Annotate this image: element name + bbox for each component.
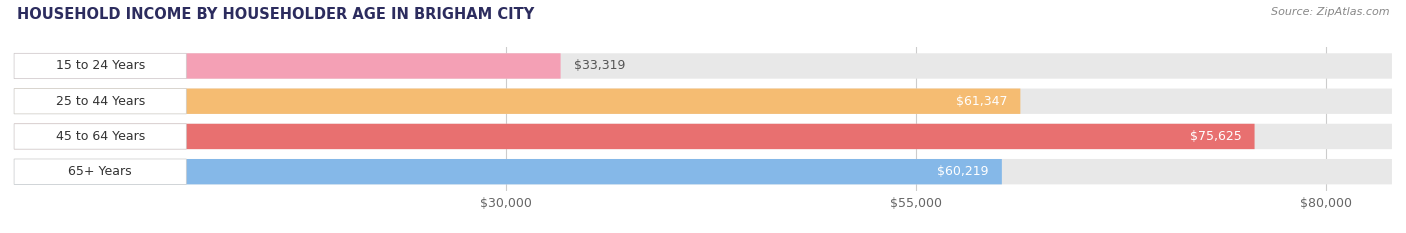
FancyBboxPatch shape	[14, 89, 186, 114]
Text: HOUSEHOLD INCOME BY HOUSEHOLDER AGE IN BRIGHAM CITY: HOUSEHOLD INCOME BY HOUSEHOLDER AGE IN B…	[17, 7, 534, 22]
FancyBboxPatch shape	[14, 124, 186, 149]
Text: Source: ZipAtlas.com: Source: ZipAtlas.com	[1271, 7, 1389, 17]
FancyBboxPatch shape	[14, 159, 1002, 184]
Text: 15 to 24 Years: 15 to 24 Years	[56, 59, 145, 72]
FancyBboxPatch shape	[14, 53, 186, 79]
FancyBboxPatch shape	[14, 159, 186, 184]
FancyBboxPatch shape	[14, 53, 561, 79]
Text: 25 to 44 Years: 25 to 44 Years	[56, 95, 145, 108]
Text: 45 to 64 Years: 45 to 64 Years	[56, 130, 145, 143]
Text: $33,319: $33,319	[574, 59, 626, 72]
Text: $75,625: $75,625	[1189, 130, 1241, 143]
FancyBboxPatch shape	[14, 124, 1254, 149]
FancyBboxPatch shape	[14, 89, 1021, 114]
FancyBboxPatch shape	[14, 89, 1392, 114]
Text: $60,219: $60,219	[938, 165, 988, 178]
Text: $61,347: $61,347	[956, 95, 1007, 108]
FancyBboxPatch shape	[14, 53, 1392, 79]
FancyBboxPatch shape	[14, 159, 1392, 184]
Text: 65+ Years: 65+ Years	[69, 165, 132, 178]
FancyBboxPatch shape	[14, 124, 1392, 149]
